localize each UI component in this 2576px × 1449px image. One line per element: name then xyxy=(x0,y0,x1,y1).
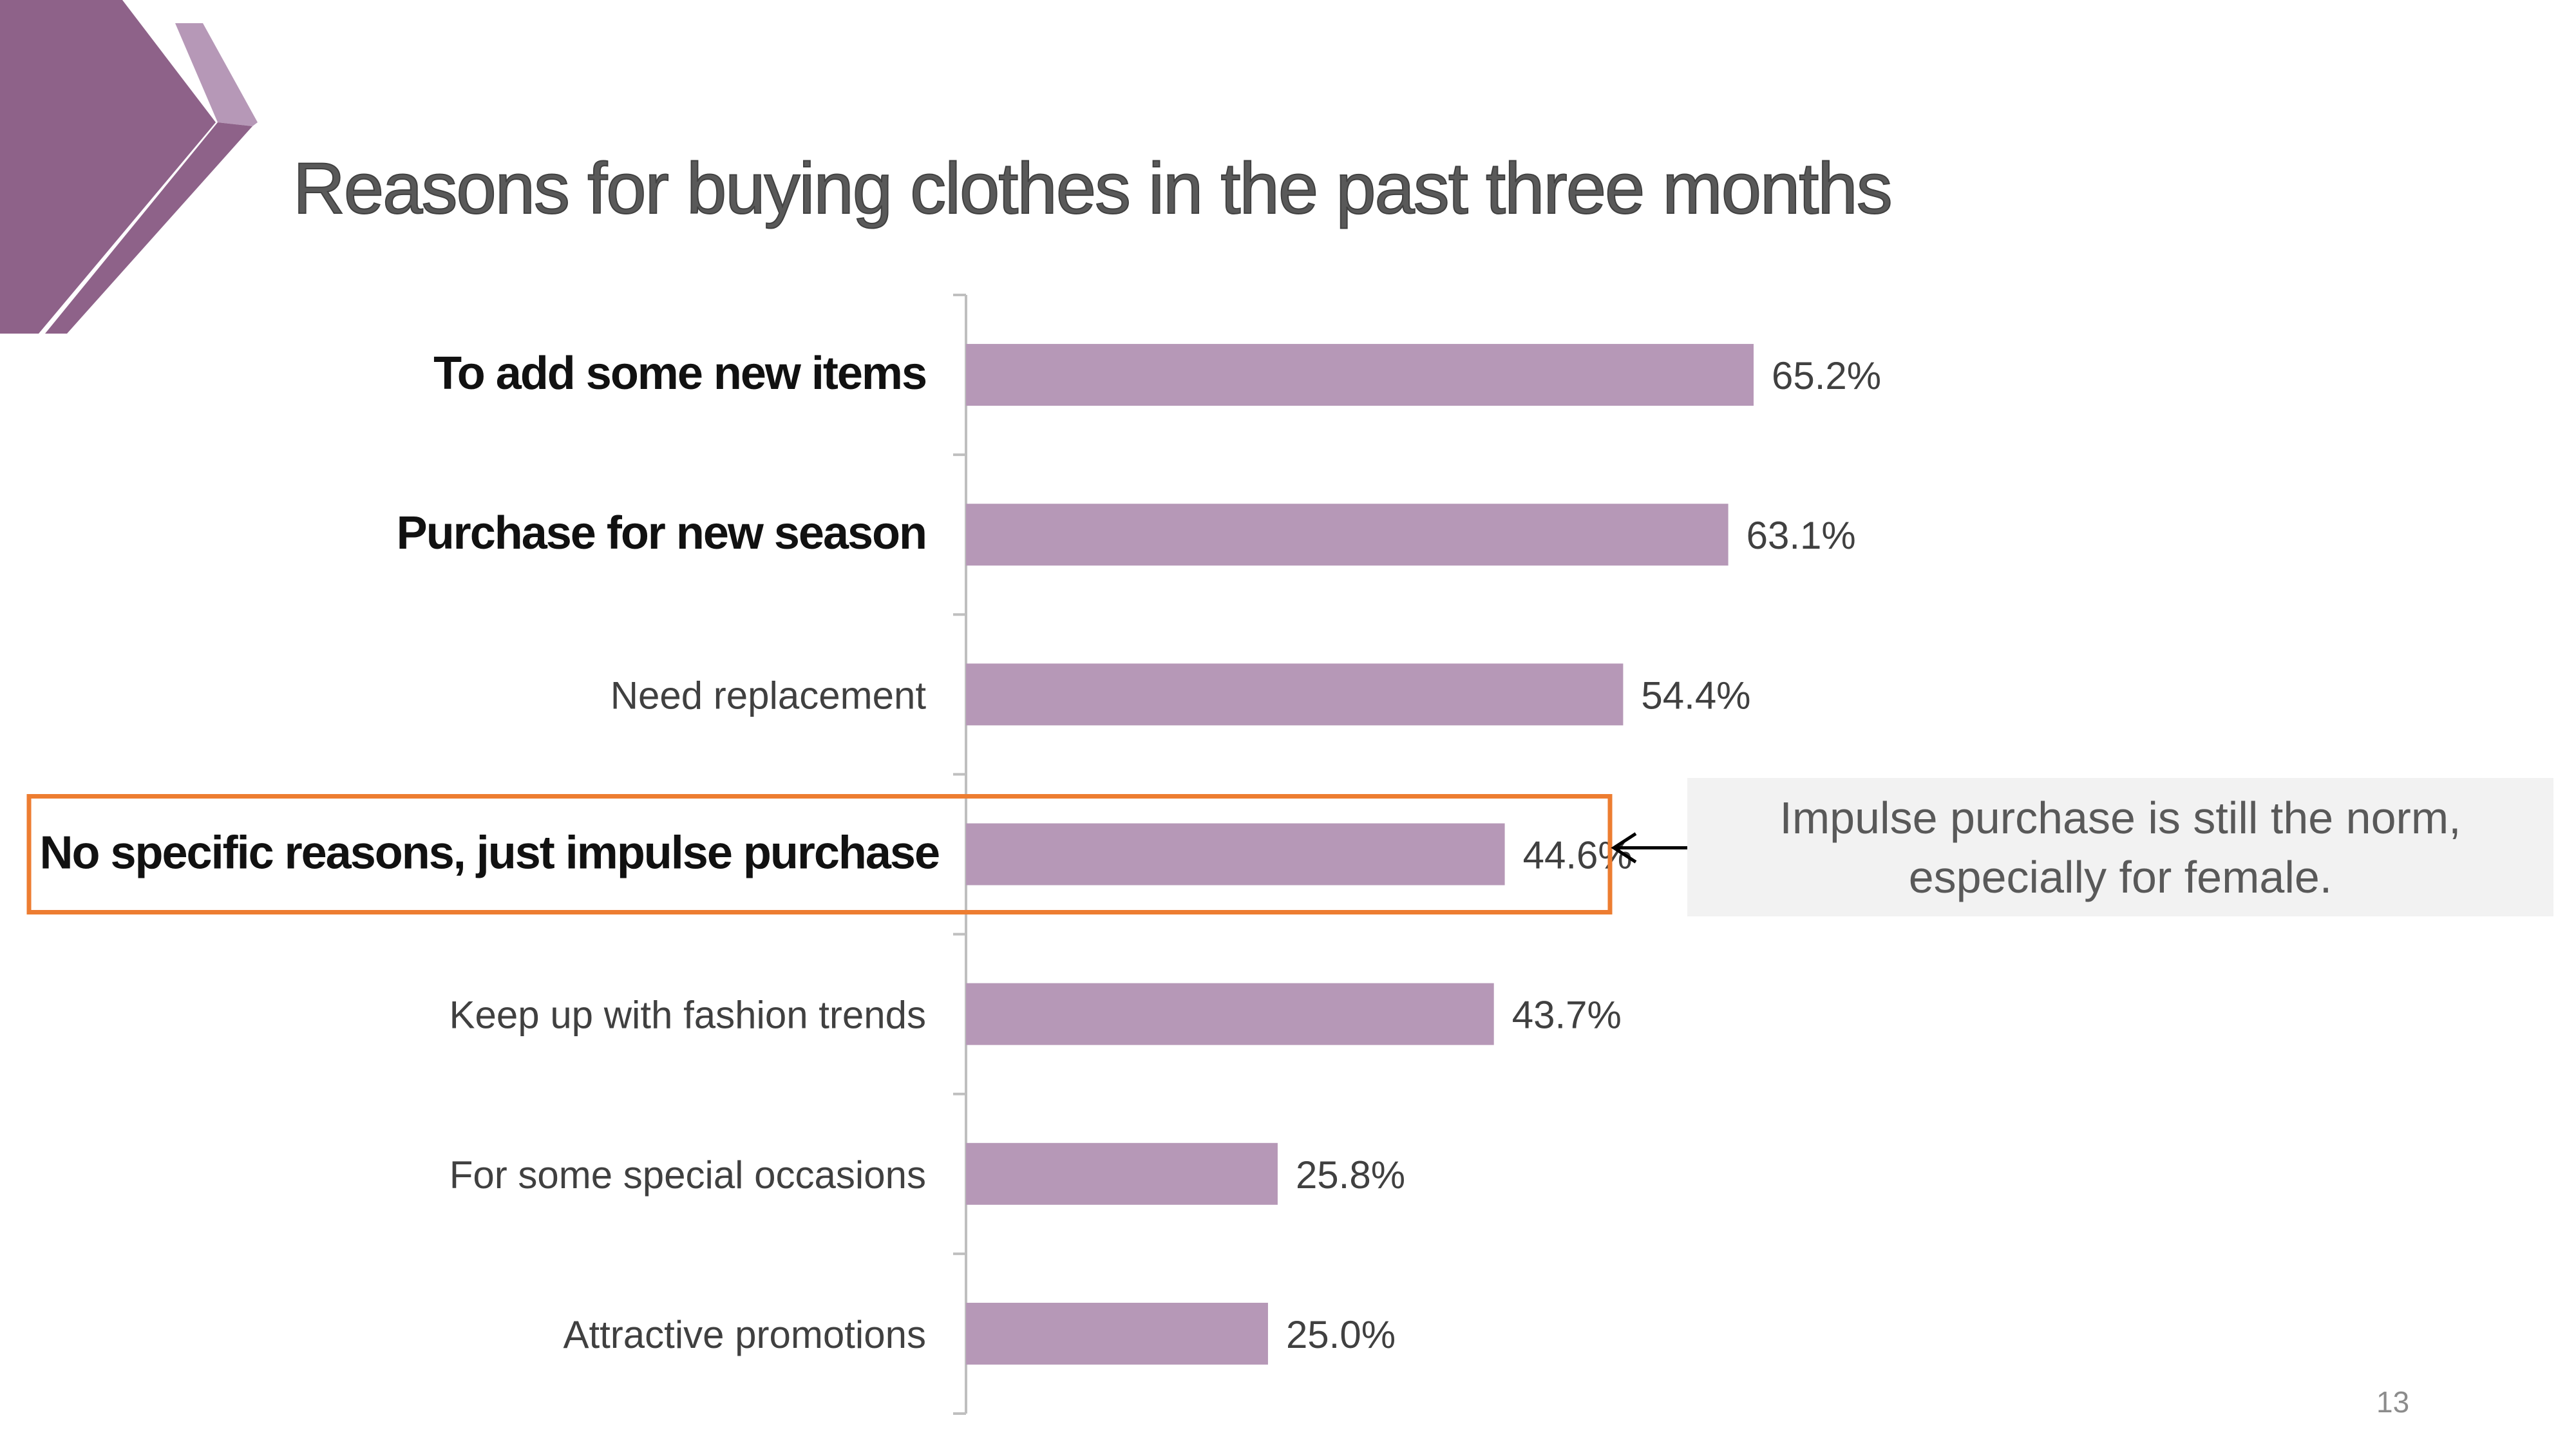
category-label: To add some new items xyxy=(433,348,926,399)
category-label: Purchase for new season xyxy=(397,507,926,559)
category-label: No specific reasons, just impulse purcha… xyxy=(40,828,940,879)
category-label: Keep up with fashion trends xyxy=(450,994,926,1037)
callout-box: Impulse purchase is still the norm, espe… xyxy=(1687,778,2553,916)
category-label: Need replacement xyxy=(611,674,927,717)
chevron-accent-shape xyxy=(45,122,252,334)
chevron-dark-shape xyxy=(0,0,216,334)
corner-chevron-decoration xyxy=(0,0,258,334)
data-label: 25.0% xyxy=(1286,1313,1396,1356)
category-label: Attractive promotions xyxy=(563,1313,926,1356)
bar xyxy=(966,344,1754,406)
arrowhead-icon xyxy=(1611,832,1637,864)
page-number: 13 xyxy=(2376,1385,2410,1419)
bar xyxy=(966,823,1505,886)
bar xyxy=(966,983,1494,1045)
category-label: For some special occasions xyxy=(450,1153,926,1197)
data-label: 43.7% xyxy=(1512,994,1622,1037)
chevron-light-shape xyxy=(175,23,258,126)
bar xyxy=(966,1302,1268,1365)
data-label: 25.8% xyxy=(1296,1153,1405,1197)
slide-title: Reasons for buying clothes in the past t… xyxy=(292,147,1893,229)
bar xyxy=(966,663,1624,726)
data-label: 54.4% xyxy=(1641,674,1750,717)
bar xyxy=(966,504,1728,566)
bar xyxy=(966,1142,1278,1205)
data-label: 63.1% xyxy=(1747,514,1856,557)
data-label: 44.6% xyxy=(1523,834,1633,877)
data-label: 65.2% xyxy=(1772,354,1881,397)
highlight-box xyxy=(26,794,1613,914)
